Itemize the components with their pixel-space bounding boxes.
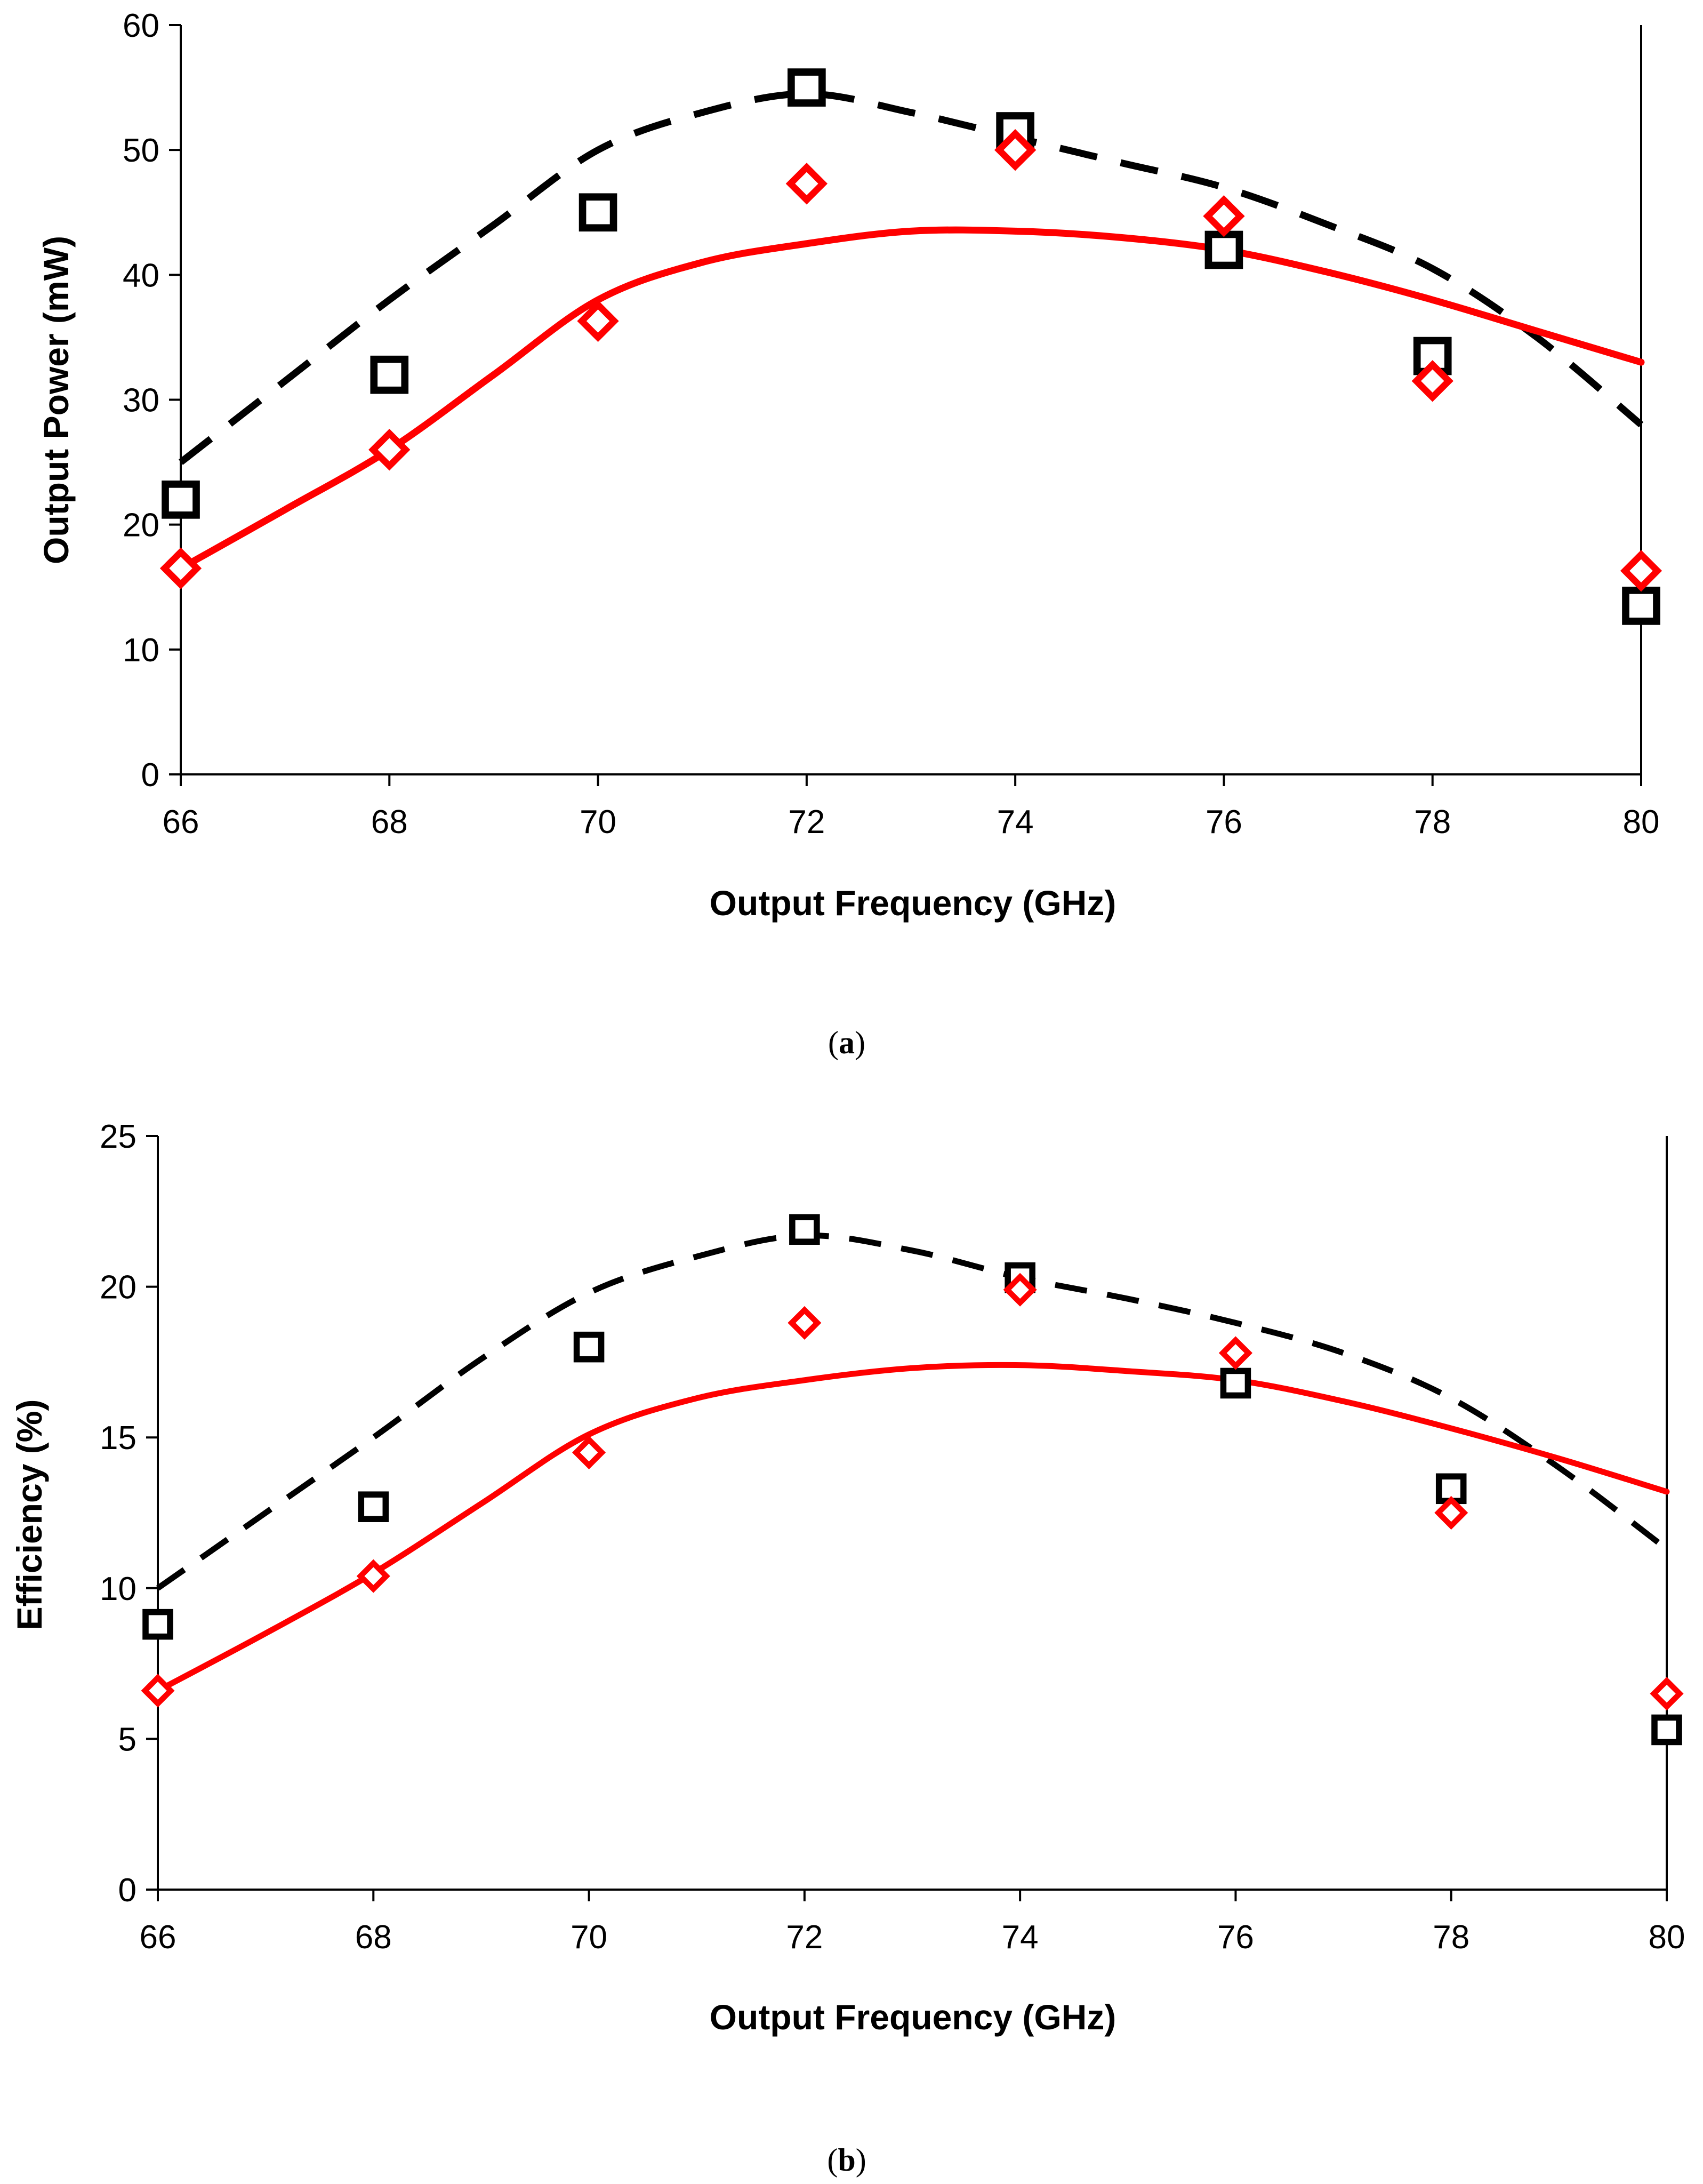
chart-b-x-tick-label: 68: [355, 1919, 392, 1956]
chart-a-square-point: [370, 355, 409, 394]
chart-b-diamond-point: [356, 1559, 390, 1593]
chart-b-square-point: [1220, 1367, 1251, 1399]
chart-a-y-tick-label: 40: [123, 257, 159, 294]
chart-b-y-tick-label: 25: [100, 1118, 136, 1155]
chart-a-simulation-dashed-line: [179, 90, 1644, 465]
chart-b-x-tick-label: 66: [140, 1919, 176, 1956]
chart-b-caption: (b): [827, 2142, 866, 2178]
chart-b-x-tick-label: 80: [1649, 1919, 1685, 1956]
chart-a-square-point: [1204, 230, 1243, 269]
chart-b-diamond-point: [572, 1435, 606, 1469]
chart-a-square-point: [162, 481, 200, 519]
chart-b-series: 0 5 10 15 20 25 66 68 70 72 74 76 78 80: [100, 1118, 1685, 1956]
chart-a-square-point: [788, 68, 826, 107]
chart-a-diamond-point: [994, 129, 1037, 171]
chart-b-y-axis-title: Efficiency (%): [10, 1399, 49, 1630]
chart-a-y-tick-label: 50: [123, 132, 159, 169]
chart-b-square-point: [1651, 1714, 1682, 1746]
chart-a-diamond-point: [577, 300, 619, 342]
chart-b-caption-letter: b: [838, 2142, 855, 2178]
chart-a-diamond-point: [1411, 360, 1453, 402]
chart-a-square-point: [579, 193, 617, 232]
chart-b-diamond-point: [788, 1306, 822, 1340]
chart-b-square-point: [142, 1609, 173, 1640]
chart-a-diamond-point: [1203, 195, 1245, 237]
chart-b-diamond-point: [1218, 1336, 1252, 1370]
chart-a-y-tick-label: 10: [123, 632, 159, 669]
chart-b-x-tick-label: 76: [1217, 1919, 1254, 1956]
chart-a-diamond-point: [368, 428, 411, 471]
chart-a-caption-letter: a: [839, 1025, 855, 1060]
chart-b-x-tick-label: 74: [1002, 1919, 1039, 1956]
chart-b-x-axis-title: Output Frequency (GHz): [710, 1997, 1116, 2037]
chart-a-y-tick-label: 30: [123, 382, 159, 419]
chart-a-x-tick-label: 74: [997, 804, 1034, 841]
chart-a-x-tick-label: 66: [163, 804, 199, 841]
chart-b-diamond-point: [141, 1674, 175, 1708]
chart-a-x-tick-label: 76: [1206, 804, 1242, 841]
chart-a-y-tick-label: 0: [141, 757, 159, 794]
chart-a-x-tick-label: 70: [580, 804, 616, 841]
chart-a-square-point: [1622, 587, 1660, 625]
chart-a-simulation-solid-line: [177, 226, 1645, 572]
chart-a-diamond-point: [1620, 550, 1662, 592]
chart-b-y-tick-label: 5: [118, 1721, 136, 1758]
chart-a-caption: (a): [828, 1025, 865, 1060]
chart-b-x-tick-label: 72: [786, 1919, 823, 1956]
chart-b-x-tick-label: 78: [1433, 1919, 1469, 1956]
chart-a-x-tick-label: 78: [1414, 804, 1451, 841]
chart-a-x-tick-label: 80: [1623, 804, 1660, 841]
chart-a-y-axis-title: Output Power (mW): [36, 236, 76, 564]
chart-a: 0 10 20 30 40 50 60 66 68 70 72 74 76 78 80 Output Fre…: [36, 7, 1662, 1060]
chart-b-simulation-dashed-line: [156, 1232, 1669, 1591]
chart-a-diamond-point: [159, 547, 202, 589]
chart-b-y-tick-label: 0: [118, 1872, 136, 1909]
chart-a-x-tick-label: 68: [371, 804, 408, 841]
chart-a-series: 0 10 20 30 40 50 60 66 68 70 72 74 76 78 80: [123, 7, 1662, 841]
chart-b-y-tick-label: 15: [100, 1420, 136, 1457]
chart-a-x-axis-title: Output Frequency (GHz): [710, 883, 1116, 923]
chart-b-x-tick-label: 70: [571, 1919, 607, 1956]
chart-b-square-point: [358, 1491, 389, 1522]
chart-b-square-point: [789, 1214, 820, 1245]
chart-b: 0 5 10 15 20 25 66 68 70 72 74 76 78 80 Output Freque…: [10, 1118, 1685, 2178]
chart-b-simulation-solid-line: [155, 1362, 1670, 1694]
chart-b-diamond-point: [1003, 1273, 1037, 1307]
chart-a-y-tick-label: 20: [123, 507, 159, 544]
chart-a-diamond-point: [785, 163, 828, 205]
chart-b-y-tick-label: 20: [100, 1269, 136, 1306]
chart-a-y-tick-label: 60: [123, 7, 159, 44]
chart-b-square-point: [573, 1331, 605, 1363]
chart-b-diamond-point: [1650, 1677, 1684, 1711]
chart-a-x-tick-label: 72: [788, 804, 825, 841]
chart-b-diamond-point: [1434, 1495, 1468, 1530]
chart-b-y-tick-label: 10: [100, 1571, 136, 1607]
